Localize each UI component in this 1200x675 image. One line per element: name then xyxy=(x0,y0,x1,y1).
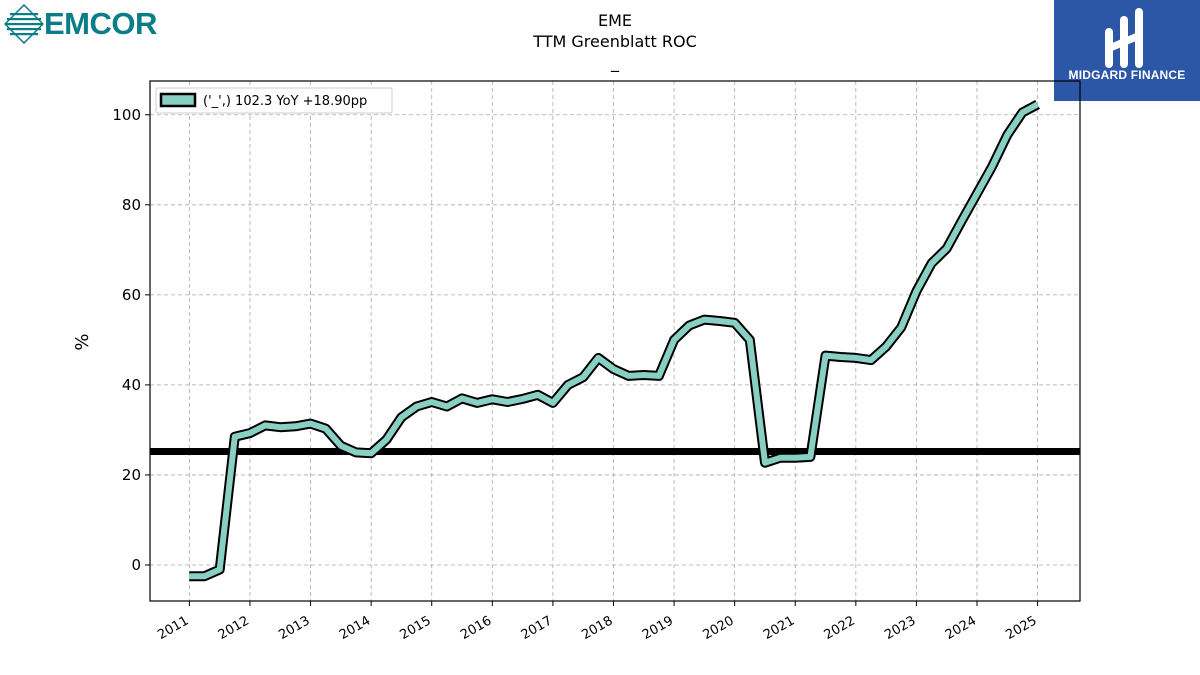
plot-frame xyxy=(149,80,1081,602)
emcor-logo-text: EMCOR xyxy=(44,6,157,41)
y-tick-label: 60 xyxy=(122,286,141,304)
chart-subtitle-2: _ xyxy=(611,53,619,72)
x-tick-label: 2016 xyxy=(458,613,494,643)
y-tick-label: 20 xyxy=(122,466,141,484)
x-tick-label: 2014 xyxy=(337,613,373,643)
x-tick-label: 2012 xyxy=(216,613,252,643)
y-tick-label: 40 xyxy=(122,376,141,394)
y-axis-label: % xyxy=(72,333,93,350)
x-tick-label: 2022 xyxy=(822,613,858,643)
y-tick-label: 0 xyxy=(131,556,141,574)
x-tick-label: 2019 xyxy=(640,613,676,643)
y-tick-label: 80 xyxy=(122,196,141,214)
grid-layer xyxy=(150,81,1080,601)
x-tick-label: 2020 xyxy=(700,613,736,643)
chart-title: EME xyxy=(597,11,633,30)
y-tick-label: 100 xyxy=(112,106,141,124)
legend-box xyxy=(155,87,393,114)
x-tick-label: 2013 xyxy=(276,613,312,643)
series-layer xyxy=(189,99,1040,582)
x-tick-label: 2025 xyxy=(1003,613,1039,643)
x-tick-label: 2024 xyxy=(943,613,979,643)
x-tick-label: 2023 xyxy=(882,613,918,643)
chart-header: EME TTM Greenblatt ROC _ xyxy=(415,10,815,73)
legend-label: ('_',) 102.3 YoY +18.90pp xyxy=(203,94,367,109)
x-tick-label: 2018 xyxy=(579,613,615,643)
x-tick-label: 2011 xyxy=(155,613,191,643)
x-tick-label: 2015 xyxy=(398,613,434,643)
chart-subtitle: TTM Greenblatt ROC xyxy=(533,32,697,51)
legend-swatch xyxy=(159,92,197,108)
x-tick-label: 2021 xyxy=(761,613,797,643)
midgard-mark-icon xyxy=(1105,8,1143,68)
midgard-finance-logo: MIDGARD FINANCE xyxy=(1054,0,1200,101)
emcor-globe-icon xyxy=(3,3,45,45)
legend: ('_',) 102.3 YoY +18.90pp xyxy=(155,87,393,114)
midgard-logo-text: MIDGARD FINANCE xyxy=(1068,68,1186,82)
tick-layer: 2011 2012 2013 2014 2015 2016 2017 2018 2019 2020… xyxy=(112,106,1039,643)
emcor-logo: EMCOR xyxy=(3,3,174,45)
x-tick-label: 2017 xyxy=(519,613,555,643)
